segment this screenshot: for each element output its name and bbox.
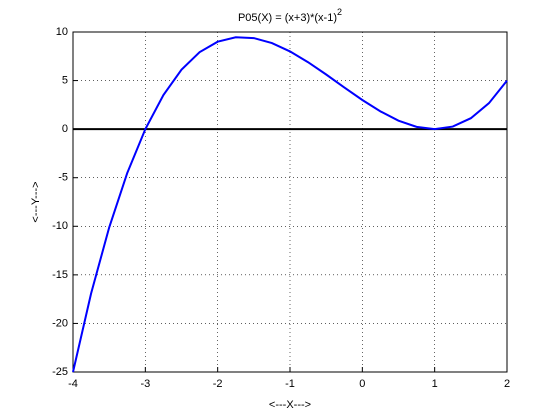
x-tick-label: -1 — [285, 378, 295, 390]
y-tick-label: 10 — [56, 26, 68, 38]
x-tick-label: -2 — [213, 378, 223, 390]
title-superscript: 2 — [337, 7, 342, 17]
title-text: P05(X) = (x+3)*(x-1) — [238, 12, 337, 24]
chart-title: P05(X) = (x+3)*(x-1)2 — [238, 7, 342, 24]
x-tick-label: 1 — [432, 378, 438, 390]
x-tick-label: 2 — [504, 378, 510, 390]
plot-frame — [72, 31, 508, 373]
y-tick-label: -20 — [52, 317, 68, 329]
x-axis-label: <---X---> — [269, 399, 311, 411]
y-tick-label: -25 — [52, 366, 68, 378]
x-tick-label: -4 — [68, 378, 78, 390]
x-tick-label: -3 — [140, 378, 150, 390]
y-tick-label: -10 — [52, 220, 68, 232]
y-tick-label: 0 — [62, 123, 68, 135]
y-tick-label: -15 — [52, 269, 68, 281]
y-tick-label: -5 — [58, 172, 68, 184]
y-axis-label: <---Y---> — [30, 181, 42, 222]
data-line — [72, 36, 508, 373]
x-tick-label: 0 — [359, 378, 365, 390]
y-tick-label: 5 — [62, 74, 68, 86]
